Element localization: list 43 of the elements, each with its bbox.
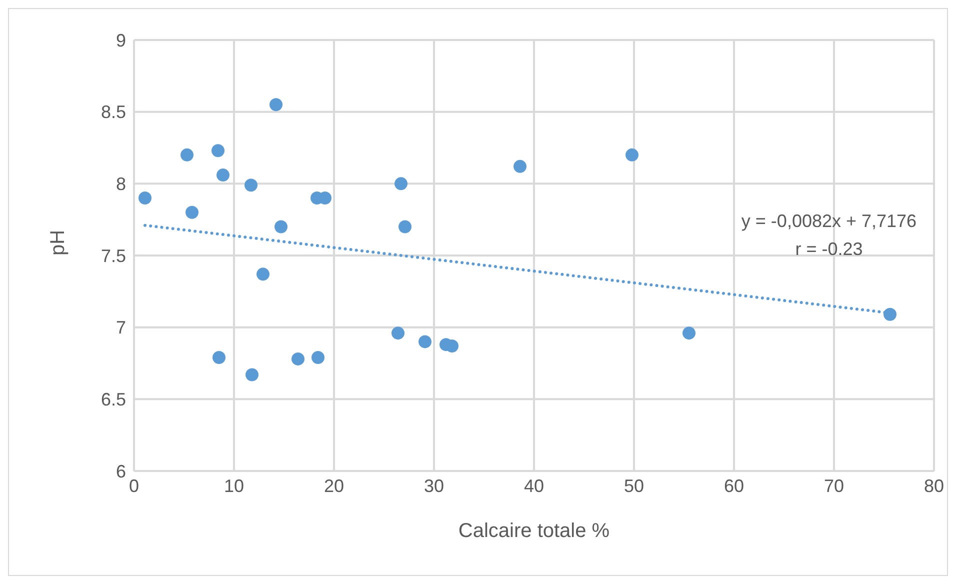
point [292, 352, 304, 366]
x-tick-label: 80 [924, 476, 944, 496]
point [212, 144, 224, 158]
point [180, 148, 194, 162]
point [246, 368, 258, 382]
x-tick-label: 30 [424, 476, 444, 496]
x-tick-label: 0 [128, 476, 140, 496]
point [138, 192, 152, 205]
point [394, 177, 408, 190]
x-tick-label: 10 [224, 476, 244, 496]
point [626, 148, 638, 162]
y-tick-label: 6.5 [100, 390, 126, 410]
point [318, 192, 332, 205]
point [244, 178, 258, 192]
y-tick-label: 7.5 [100, 246, 126, 266]
y-tick-label: 9 [116, 30, 126, 50]
x-tick-label: 60 [724, 476, 744, 496]
point [212, 351, 226, 364]
y-tick-label: 8 [116, 174, 126, 194]
point [216, 168, 230, 182]
point [514, 160, 526, 173]
point [398, 220, 412, 234]
y-axis-title: pH [47, 230, 70, 256]
x-tick-label: 40 [524, 476, 544, 496]
y-tick-label: 6 [116, 461, 126, 482]
point [270, 98, 282, 112]
y-tick-label: 8.5 [100, 102, 126, 122]
x-tick-label: 50 [624, 476, 644, 496]
y-tick-label: 7 [116, 318, 126, 338]
point [884, 308, 896, 321]
annotation: r = -0.23 [794, 238, 864, 261]
point [186, 206, 198, 219]
point [446, 340, 458, 353]
point [682, 326, 696, 340]
annotation: y = -0,0082x + 7,7176 [740, 210, 918, 233]
x-tick-label: 70 [824, 476, 844, 496]
point [274, 220, 288, 234]
x-axis-title: Calcaire totale % [458, 520, 610, 542]
point [392, 326, 404, 340]
point [418, 335, 432, 348]
point [312, 351, 324, 364]
x-tick-label: 20 [324, 476, 344, 496]
point [256, 268, 270, 281]
